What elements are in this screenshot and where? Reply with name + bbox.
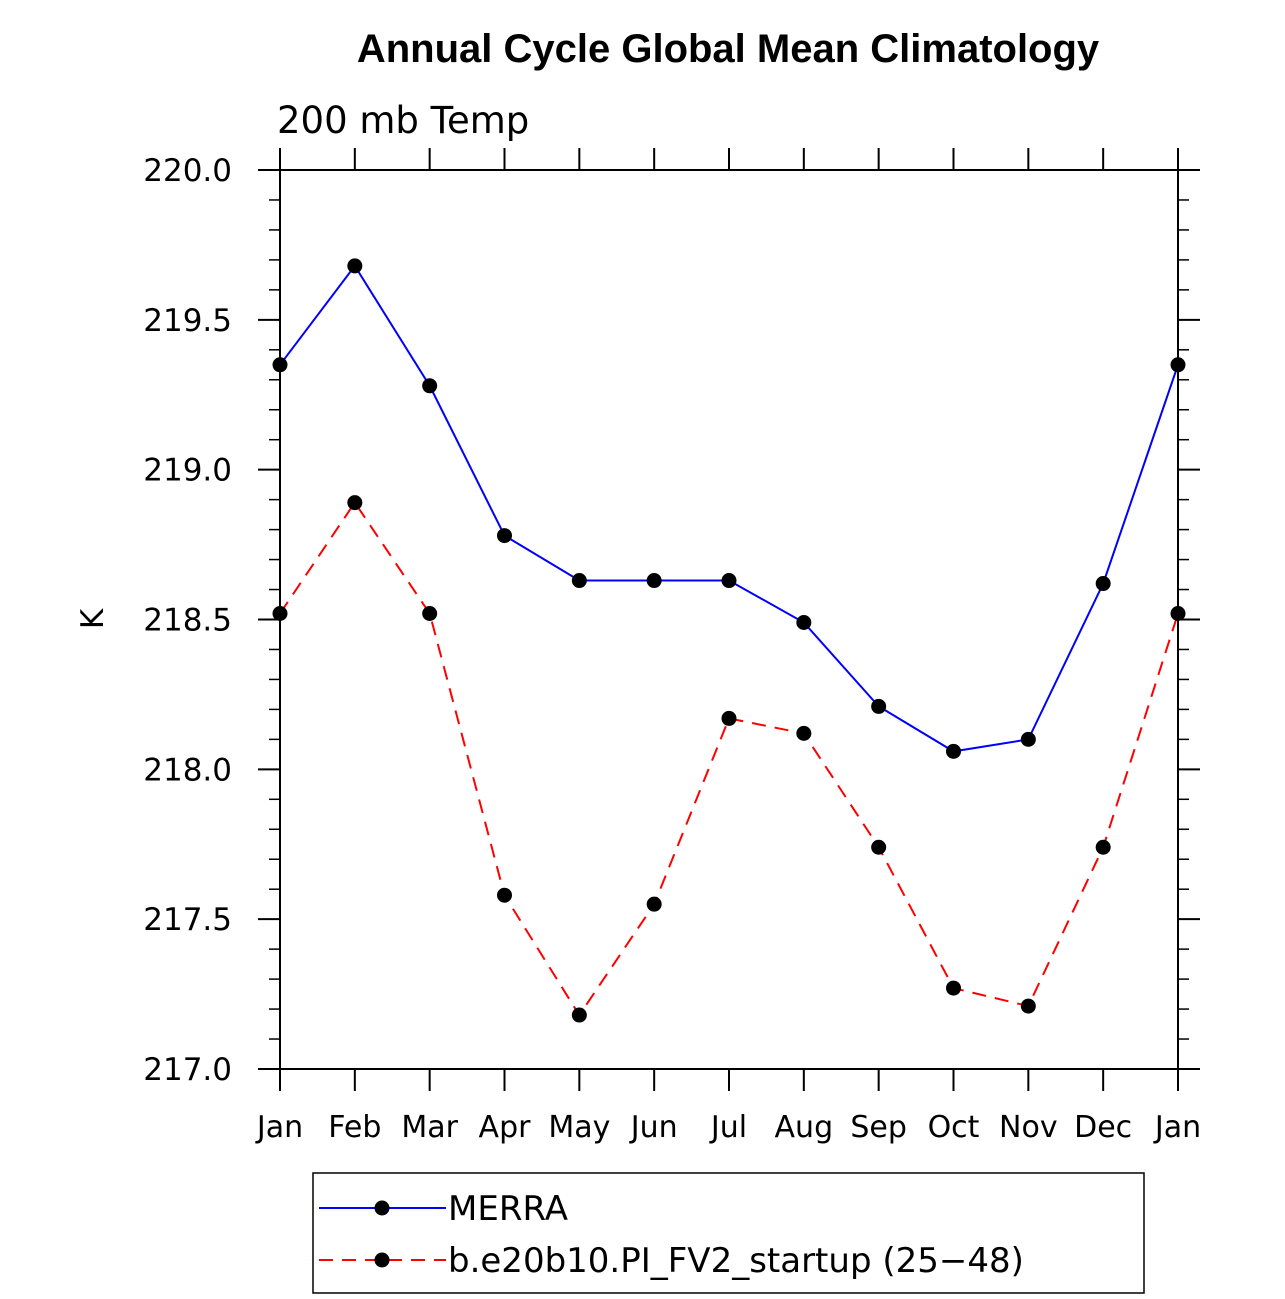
y-tick-label: 220.0 <box>143 153 232 189</box>
x-tick-label: Mar <box>401 1110 458 1145</box>
series-point-1 <box>1170 606 1186 622</box>
y-tick-label: 218.0 <box>143 752 232 788</box>
chart-subtitle: 200 mb Temp <box>277 99 529 142</box>
x-tick-label: Apr <box>479 1110 532 1145</box>
x-tick-labels: Jan Feb Mar Apr May Jun Jul Aug Sep Oct Nov Dec Jan <box>255 1110 1201 1145</box>
legend-marker-merra <box>374 1200 390 1216</box>
series-point-1 <box>347 495 363 511</box>
legend-marker-model <box>374 1252 390 1268</box>
x-tick-label: Aug <box>775 1110 834 1145</box>
series-point-1 <box>946 980 961 996</box>
y-axis-label: K <box>75 608 111 629</box>
series-point-1 <box>1095 839 1111 855</box>
x-tick-label: Feb <box>328 1110 381 1145</box>
series-point-0 <box>1020 731 1036 747</box>
series-line-0 <box>279 264 1179 753</box>
series-layer <box>272 258 1186 1023</box>
x-tick-label: Jun <box>629 1110 678 1145</box>
y-tick-labels: 217.0 217.5 218.0 218.5 219.0 219.5 220.0 <box>143 153 232 1088</box>
series-point-1 <box>796 725 812 741</box>
chart-title: Annual Cycle Global Mean Climatology <box>357 27 1100 71</box>
series-point-0 <box>347 258 363 274</box>
series-point-1 <box>871 839 887 855</box>
x-tick-label: Jul <box>709 1110 747 1145</box>
series-point-1 <box>422 606 438 622</box>
x-tick-label: Jan <box>1153 1110 1201 1145</box>
series-point-0 <box>272 357 288 373</box>
series-point-0 <box>646 573 662 589</box>
y-tick-label: 219.0 <box>143 453 232 489</box>
series-point-0 <box>1170 357 1186 373</box>
series-point-0 <box>796 614 812 630</box>
y-tick-label: 217.0 <box>143 1052 232 1088</box>
series-point-1 <box>497 887 512 903</box>
series-point-0 <box>422 378 438 394</box>
legend-box <box>312 1172 1145 1294</box>
series-point-0 <box>1095 576 1111 592</box>
x-tick-label: Jan <box>255 1110 303 1145</box>
x-tick-label: Nov <box>999 1110 1058 1145</box>
series-point-1 <box>272 606 288 622</box>
y-tick-label: 219.5 <box>143 303 232 339</box>
legend-label-model: b.e20b10.PI_FV2_startup (25−48) <box>448 1241 1024 1281</box>
x-tick-label: Dec <box>1074 1110 1132 1145</box>
legend-label-merra: MERRA <box>448 1189 568 1229</box>
series-point-1 <box>571 1007 587 1023</box>
series-point-0 <box>497 528 512 544</box>
x-tick-label: May <box>548 1110 610 1145</box>
series-point-0 <box>571 573 587 589</box>
series-point-0 <box>871 698 887 714</box>
y-tick-label: 218.5 <box>143 603 232 639</box>
series-point-1 <box>1020 998 1036 1014</box>
legend: MERRA b.e20b10.PI_FV2_startup (25−48) <box>312 1172 1145 1294</box>
x-tick-label: Oct <box>928 1110 980 1145</box>
series-point-0 <box>946 743 961 759</box>
series-point-1 <box>721 710 737 726</box>
series-point-0 <box>721 573 737 589</box>
y-tick-label: 217.5 <box>143 902 232 938</box>
series-point-1 <box>646 896 662 912</box>
plot-frame <box>279 169 1179 1070</box>
axis-ticks <box>258 148 1200 1091</box>
x-tick-label: Sep <box>850 1110 907 1145</box>
